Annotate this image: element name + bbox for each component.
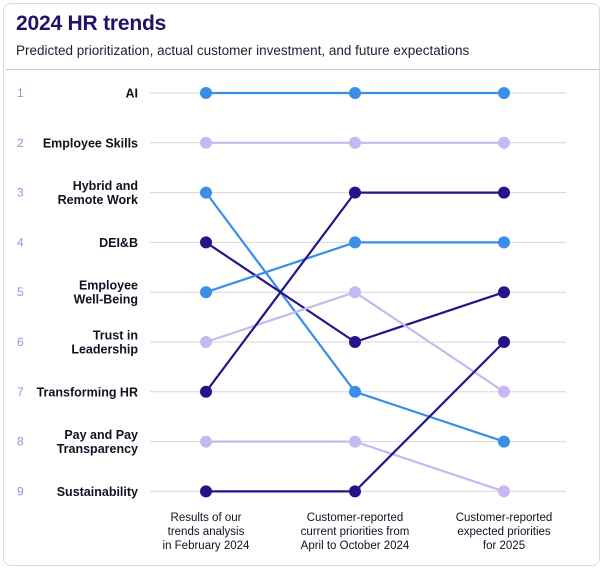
series-line-8 [206, 440, 505, 493]
rank-number-1: 1 [17, 86, 24, 100]
rank-number-6: 6 [17, 335, 24, 349]
category-label-6: Trust in Leadership [71, 329, 138, 357]
series-point-4-3 [498, 286, 510, 299]
series-point-1-1 [200, 87, 212, 99]
series-point-9-1 [200, 485, 212, 498]
series-points [200, 87, 510, 498]
stage-label-1: Results of our trends analysis in February… [163, 512, 251, 552]
category-label-8: Pay and Pay Transparency [57, 428, 138, 456]
chart-subtitle: Predicted prioritization, actual custome… [16, 43, 470, 58]
series-point-2-2 [349, 136, 361, 149]
series-point-5-1 [200, 286, 212, 299]
series-point-2-1 [200, 136, 212, 149]
series-point-3-1 [200, 186, 212, 199]
header-divider [6, 69, 599, 70]
stage-labels: Results of our trends analysis in February… [163, 512, 553, 552]
rank-number-7: 7 [17, 385, 24, 399]
category-label-5: Employee Well-Being [74, 279, 138, 307]
rank-number-2: 2 [17, 136, 24, 150]
series-line-9 [206, 341, 505, 493]
stage-label-2: Customer-reported current priorities from… [301, 512, 410, 552]
category-label-1: AI [126, 87, 139, 101]
series-point-3-3 [498, 435, 510, 448]
category-label-7: Transforming HR [37, 385, 138, 399]
series-point-8-2 [349, 435, 361, 448]
series-point-7-2 [349, 186, 361, 199]
series-point-8-1 [200, 435, 212, 448]
series-point-7-1 [200, 385, 212, 398]
series-point-3-2 [349, 385, 361, 398]
series-point-9-3 [498, 336, 510, 348]
series-point-1-2 [349, 87, 361, 99]
series-point-6-1 [200, 336, 212, 348]
rank-number-9: 9 [17, 484, 24, 498]
series-point-8-3 [498, 485, 510, 498]
series-point-6-3 [498, 385, 510, 398]
series-point-5-3 [498, 236, 510, 249]
series-line-3 [205, 191, 505, 443]
category-label-3: Hybrid and Remote Work [58, 179, 138, 207]
series-point-6-2 [349, 286, 361, 299]
stage-label-3: Customer-reported expected priorities for … [456, 512, 553, 552]
series-point-1-3 [498, 87, 510, 99]
rank-number-5: 5 [17, 285, 24, 299]
rank-numbers: 1 2 3 4 5 6 7 8 9 [17, 86, 24, 498]
category-label-9: Sustainability [57, 485, 138, 499]
category-label-2: Employee Skills [43, 136, 138, 150]
series-line-5 [205, 241, 504, 294]
category-label-4: DEI&B [99, 236, 138, 250]
series-point-5-2 [349, 236, 361, 249]
rank-number-8: 8 [17, 435, 24, 449]
series-point-4-1 [200, 236, 212, 249]
series-point-9-2 [349, 485, 361, 498]
series-point-7-3 [498, 186, 510, 199]
rank-number-3: 3 [17, 186, 24, 200]
series-point-4-2 [349, 336, 361, 348]
rank-number-4: 4 [17, 235, 24, 249]
chart-title: 2024 HR trends [16, 12, 167, 35]
series-point-2-3 [498, 136, 510, 149]
category-labels: AI Employee Skills Hybrid and Remote Work DE… [37, 87, 139, 499]
